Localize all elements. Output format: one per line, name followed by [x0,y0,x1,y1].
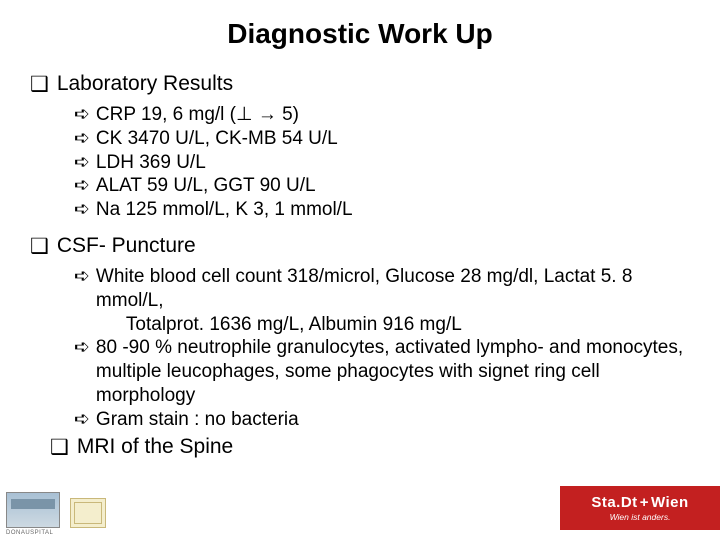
arrow-icon: ➪ [74,198,90,222]
arrow-icon: ➪ [74,336,90,360]
section-lab: ❑ Laboratory Results [30,72,690,97]
brand-part-a: Sta.Dt [591,494,637,511]
list-item: ➪ ALAT 59 U/L, GGT 90 U/L [74,174,690,198]
list-item-text: CK 3470 U/L, CK-MB 54 U/L [96,127,690,151]
arrow-icon: ➪ [74,265,90,289]
arrow-icon: ➪ [74,103,90,127]
seal-logo-icon [70,498,106,528]
footer-left-label: DONAUSPITAL [6,530,53,536]
plus-icon: + [638,494,651,511]
list-item-text: White blood cell count 318/microl, Gluco… [96,265,690,336]
arrow-icon: ➪ [74,127,90,151]
list-item-text: LDH 369 U/L [96,151,690,175]
list-item: ➪ Na 125 mmol/L, K 3, 1 mmol/L [74,198,690,222]
list-item-text: 80 -90 % neutrophile granulocytes, activ… [96,336,690,407]
slide: Diagnostic Work Up ❑ Laboratory Results … [0,0,720,540]
brand-text: Sta.Dt+Wien [591,494,688,511]
list-item-text: Gram stain : no bacteria [96,408,690,432]
list-item-text: ALAT 59 U/L, GGT 90 U/L [96,174,690,198]
section-csf: ❑ CSF- Puncture [30,234,690,259]
lab-list: ➪ CRP 19, 6 mg/l (⊥ → 5) ➪ CK 3470 U/L, … [74,103,690,222]
list-item-text: CRP 19, 6 mg/l (⊥ → 5) [96,103,690,127]
hospital-logo-icon [6,492,60,528]
brand-tagline: Wien ist anders. [610,512,671,522]
list-item: ➪ 80 -90 % neutrophile granulocytes, act… [74,336,690,407]
page-title: Diagnostic Work Up [30,18,690,50]
list-item-text: Na 125 mmol/L, K 3, 1 mmol/L [96,198,690,222]
list-item: ➪ White blood cell count 318/microl, Glu… [74,265,690,336]
list-item: ➪ LDH 369 U/L [74,151,690,175]
list-item: ➪ CRP 19, 6 mg/l (⊥ → 5) [74,103,690,127]
brand-part-b: Wien [651,494,689,511]
arrow-icon: ➪ [74,174,90,198]
section-heading: Laboratory Results [57,72,233,96]
list-item-line2: Totalprot. 1636 mg/L, Albumin 916 mg/L [126,314,462,335]
section-heading: CSF- Puncture [57,234,196,258]
bullet-square-icon: ❑ [50,435,69,460]
arrow-icon: ➪ [74,408,90,432]
arrow-icon: ➪ [74,151,90,175]
bullet-square-icon: ❑ [30,234,49,259]
list-item: ➪ CK 3470 U/L, CK-MB 54 U/L [74,127,690,151]
list-item: ➪ Gram stain : no bacteria [74,408,690,432]
bullet-square-icon: ❑ [30,72,49,97]
footer-left-logos: DONAUSPITAL [6,492,146,534]
list-item-line1: White blood cell count 318/microl, Gluco… [96,266,633,311]
footer-brand: Sta.Dt+Wien Wien ist anders. [560,486,720,530]
csf-list: ➪ White blood cell count 318/microl, Glu… [74,265,690,431]
section-heading: MRI of the Spine [77,435,233,459]
section-mri: ❑ MRI of the Spine [50,435,690,460]
